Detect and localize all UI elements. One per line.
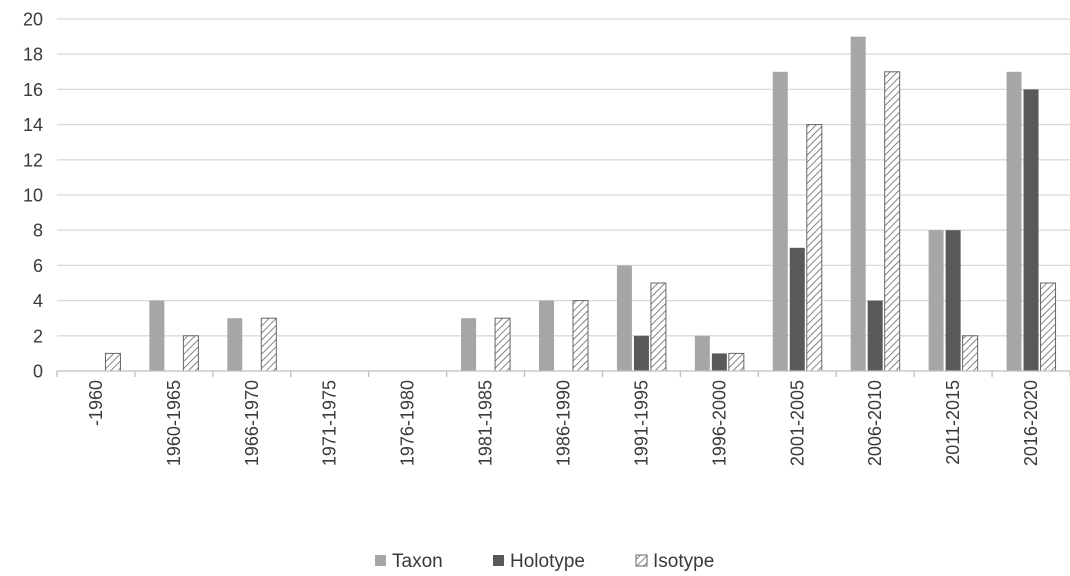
- bar-taxon: [694, 335, 710, 371]
- x-tick-label: 1960-1965: [164, 380, 184, 466]
- bar-holotype: [867, 300, 883, 371]
- bar-isotype: [1040, 282, 1057, 372]
- legend-swatch-isotype: [635, 554, 648, 567]
- bar-holotype: [711, 353, 727, 371]
- x-axis-ticks: -1960 1960-1965 1966-1970 1971-1975 1976-198…: [86, 380, 1041, 466]
- x-tick-label: 1991-1995: [631, 380, 651, 466]
- bar-isotype: [650, 282, 667, 372]
- bar-isotype: [494, 317, 511, 372]
- x-tick-label: 1971-1975: [320, 380, 340, 466]
- legend-swatch-taxon: [375, 555, 386, 566]
- bar-isotype: [962, 335, 979, 372]
- legend-swatch-holotype: [493, 555, 504, 566]
- legend-label-taxon: Taxon: [392, 551, 443, 572]
- legend-label-isotype: Isotype: [653, 551, 714, 572]
- bar-isotype: [806, 124, 823, 372]
- bar-taxon: [616, 265, 632, 371]
- bar-taxon: [227, 318, 243, 371]
- x-tick-label: 2006-2010: [865, 380, 885, 466]
- bar-isotype: [104, 352, 121, 372]
- x-tick-label: 1981-1985: [476, 380, 496, 466]
- bar-taxon: [461, 318, 477, 371]
- bar-taxon: [928, 230, 944, 371]
- x-tick-label: 1986-1990: [554, 380, 574, 466]
- bar-isotype: [728, 352, 745, 372]
- x-axis: [56, 370, 1070, 377]
- bar-holotype: [789, 247, 805, 371]
- y-tick-label: 16: [23, 80, 43, 100]
- bar-taxon: [539, 300, 554, 371]
- y-tick-label: 6: [33, 256, 43, 276]
- bar-isotype: [572, 300, 589, 372]
- y-tick-label: 2: [33, 326, 43, 346]
- x-tick-label: 2016-2020: [1021, 380, 1041, 466]
- bar-taxon: [1006, 71, 1022, 372]
- x-tick-label: 1966-1970: [242, 380, 262, 466]
- bar-holotype: [1023, 89, 1039, 372]
- bar-isotype: [884, 71, 901, 372]
- y-tick-label: 20: [23, 10, 43, 30]
- gridlines: [57, 18, 1070, 337]
- bar-isotype: [260, 317, 277, 372]
- bar-holotype: [945, 230, 961, 371]
- legend: Taxon Holotype Isotype: [375, 551, 714, 572]
- bar-taxon: [149, 300, 165, 371]
- y-tick-label: 18: [23, 45, 43, 65]
- x-tick-label: -1960: [86, 380, 106, 426]
- x-tick-label: 2001-2005: [787, 380, 807, 466]
- y-tick-label: 0: [33, 362, 43, 382]
- y-tick-label: 14: [23, 115, 43, 135]
- x-tick-label: 2011-2015: [943, 380, 963, 465]
- y-tick-label: 4: [33, 291, 43, 311]
- y-tick-label: 10: [23, 186, 43, 206]
- y-tick-label: 8: [33, 221, 43, 241]
- x-tick-label: 1996-2000: [709, 380, 729, 466]
- bar-taxon: [850, 36, 866, 371]
- bar-holotype: [633, 335, 649, 371]
- bars: [104, 36, 1057, 372]
- y-axis-ticks: 0 2 4 6 8 10 12 14 16 18 20: [23, 10, 43, 382]
- x-tick-label: 1976-1980: [398, 380, 418, 466]
- legend-label-holotype: Holotype: [510, 551, 585, 572]
- bar-taxon: [772, 71, 788, 372]
- y-tick-label: 12: [23, 150, 43, 170]
- bar-isotype: [182, 335, 199, 372]
